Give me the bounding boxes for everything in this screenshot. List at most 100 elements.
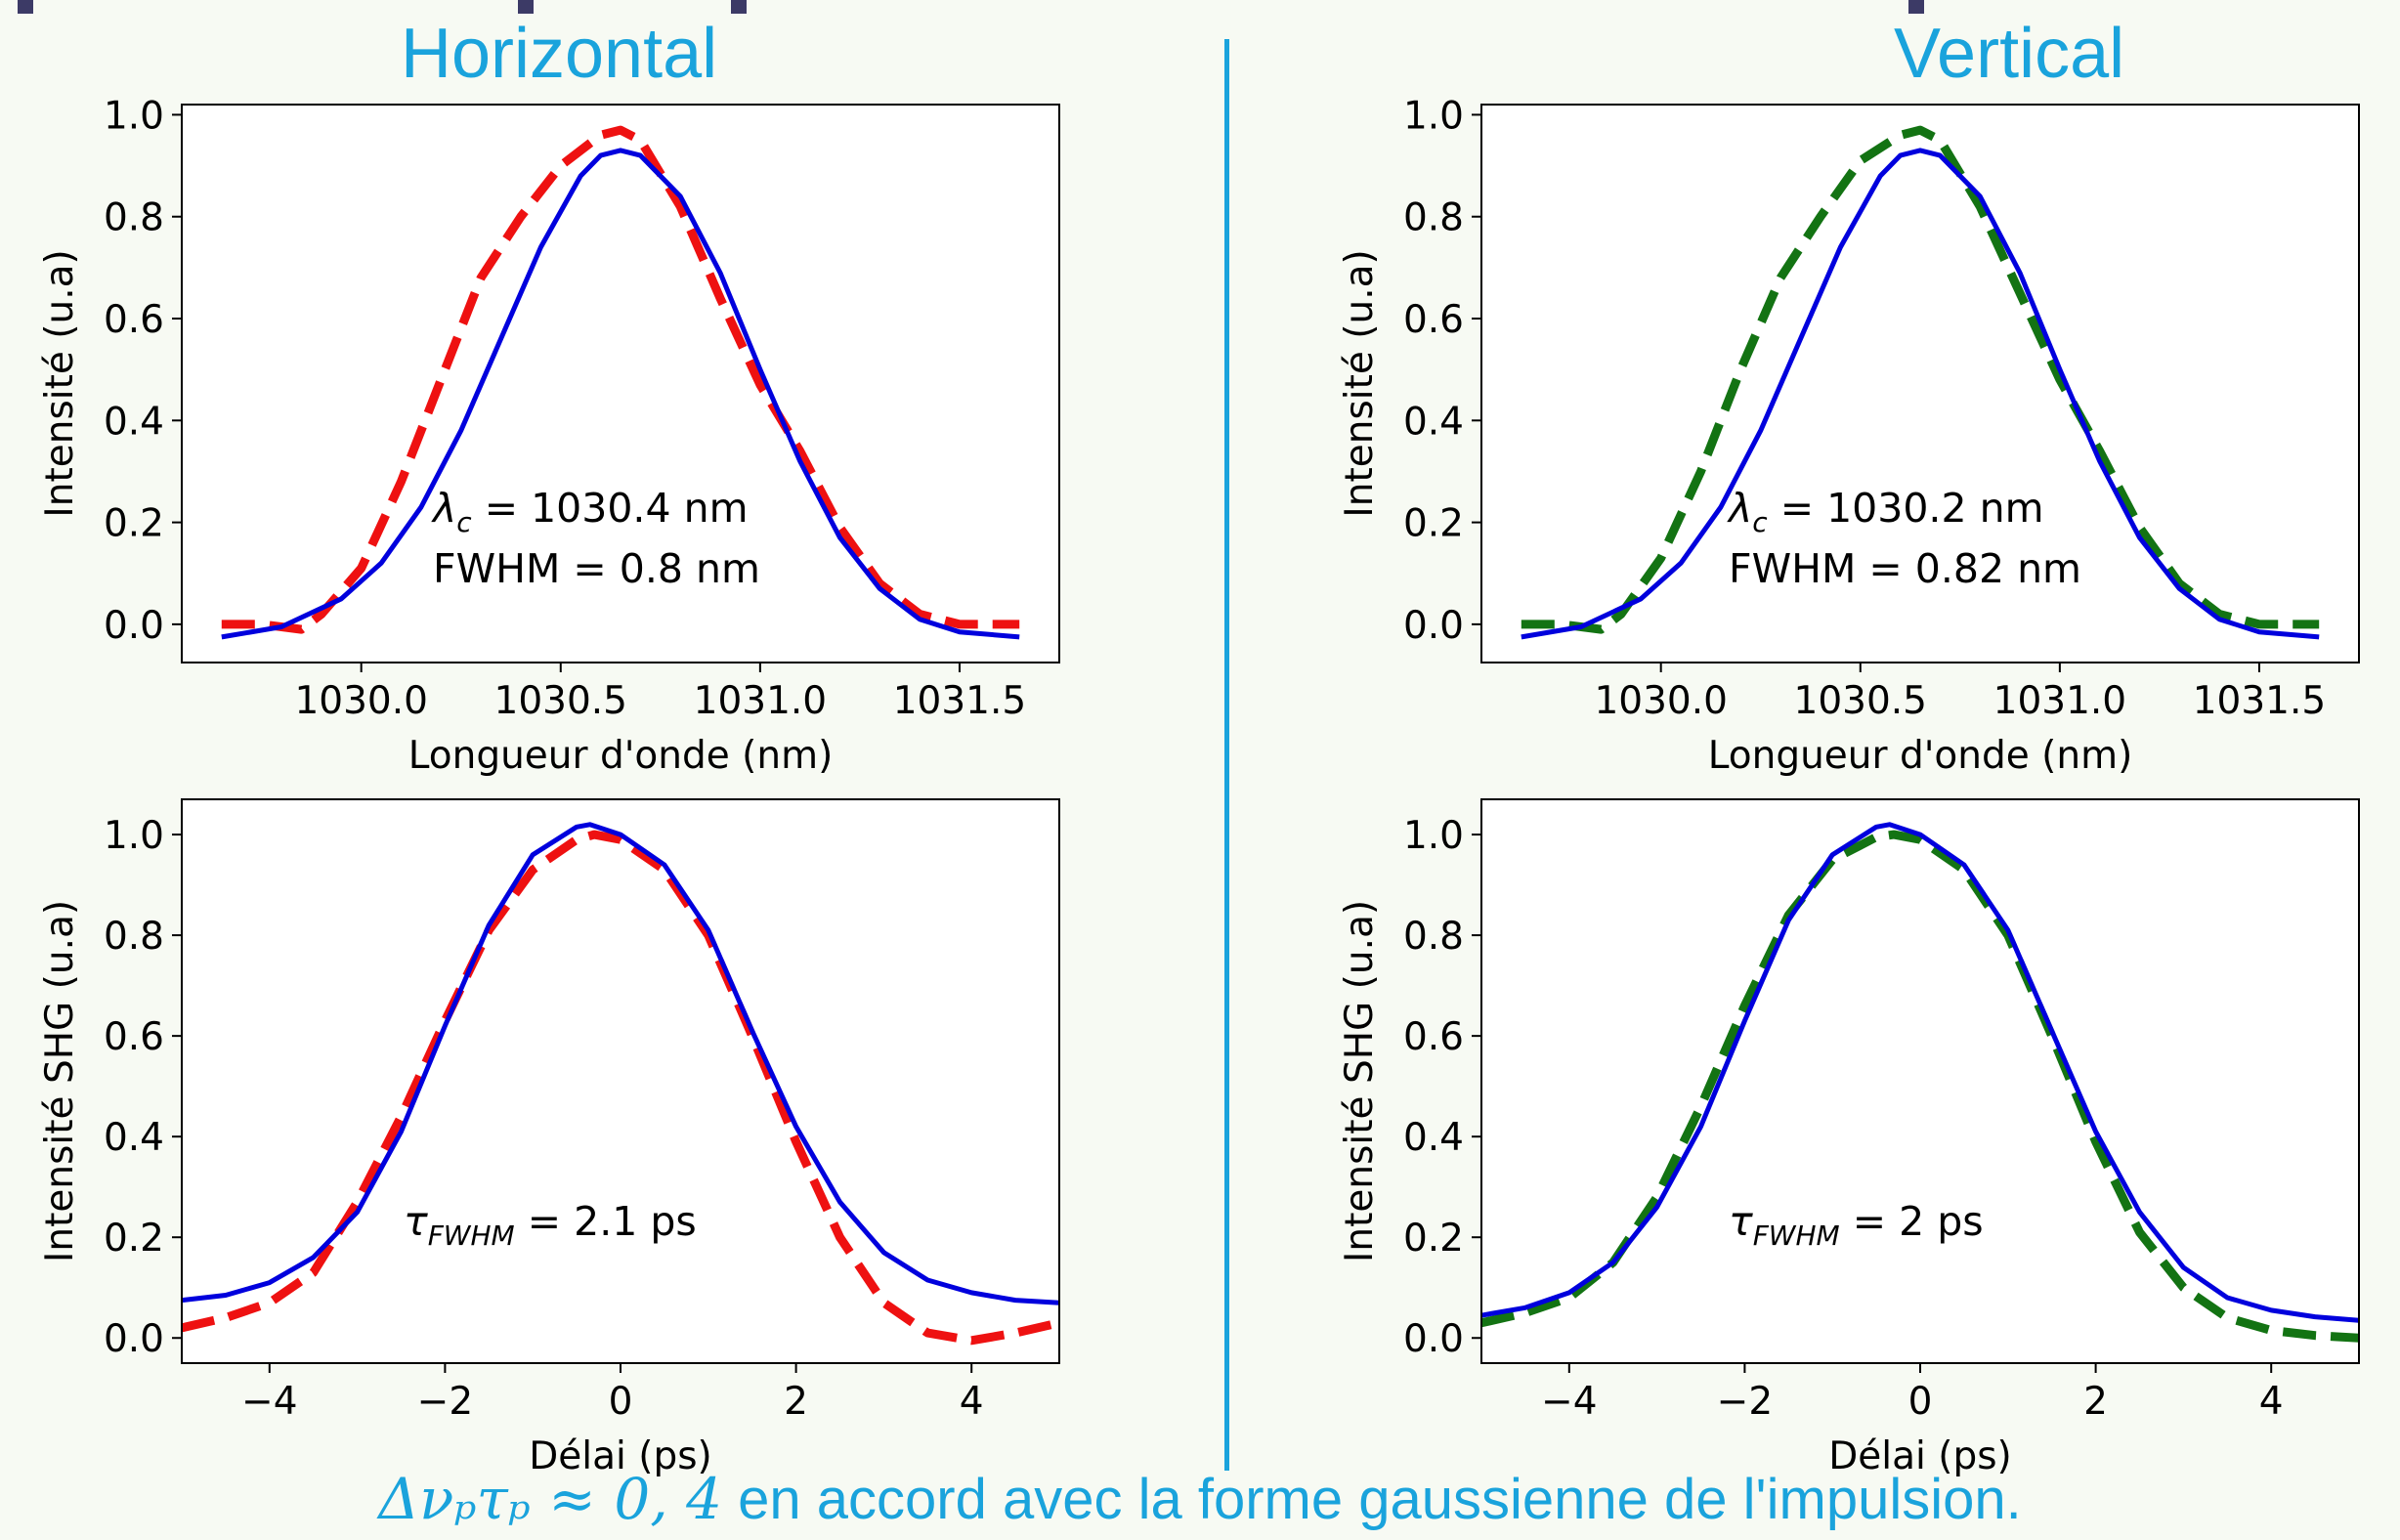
annotation: λc = 1030.4 nm <box>431 485 749 538</box>
annotation-subscript: FWHM <box>1753 1219 1840 1252</box>
y-axis-label: Intensité SHG (u.a) <box>38 900 82 1262</box>
plot-frame <box>1480 104 2360 663</box>
x-tick-label: 2 <box>784 1380 808 1424</box>
y-tick-label: 0.8 <box>1403 915 1464 959</box>
x-tick-label: 4 <box>960 1380 984 1424</box>
gaussian-fit-curve <box>182 822 1059 1305</box>
annotation: τFWHM = 2 ps <box>1729 1198 1984 1252</box>
title-horizontal: Horizontal <box>401 15 718 93</box>
annotation-subscript: c <box>1752 506 1768 538</box>
x-tick-label: 2 <box>2083 1380 2108 1424</box>
chart-spec-h: 1030.0 1030.5 1031.0 1031.5 0.0 0.2 0.4 0.6 0.8 1… <box>38 94 1060 778</box>
x-tick-label: 1030.5 <box>1794 679 1927 723</box>
title-vertical: Vertical <box>1894 15 2125 93</box>
plot-area <box>182 105 1059 663</box>
x-tick-label: 0 <box>609 1380 633 1424</box>
annotation-value: = 1030.2 nm <box>1768 485 2044 532</box>
y-tick-label: 1.0 <box>104 814 164 858</box>
panel-divider <box>1224 39 1229 1471</box>
gaussian-fit-curve <box>1481 822 2359 1323</box>
x-tick-label: 1030.0 <box>294 679 427 723</box>
plot-area <box>1481 105 2359 663</box>
annotation-value: = 2 ps <box>1840 1198 1984 1245</box>
x-axis-label: Longueur d'onde (nm) <box>1708 734 2133 778</box>
y-tick-label: 0.2 <box>1403 1217 1464 1261</box>
y-tick-label: 0.0 <box>104 1317 164 1361</box>
y-tick-label: 0.0 <box>104 604 164 648</box>
plot-lines <box>182 822 1059 1346</box>
x-tick-label: 1031.5 <box>2193 679 2326 723</box>
footer-math: Δνₚτₚ ≈ 0, 4 <box>378 1466 723 1532</box>
x-axis-label: Longueur d'onde (nm) <box>408 734 834 778</box>
y-tick-label: 0.6 <box>1403 298 1464 342</box>
conclusion-footer: Δνₚτₚ ≈ 0, 4 en accord avec la forme gau… <box>0 1466 2400 1532</box>
y-tick-label: 0.8 <box>1403 196 1464 240</box>
annotation-value: = 2.1 ps <box>515 1198 697 1245</box>
y-tick-label: 1.0 <box>1403 814 1464 858</box>
measured-curve <box>182 830 1059 1346</box>
y-tick-label: 0.4 <box>1403 1116 1464 1160</box>
gaussian-fit-curve <box>1521 148 2320 640</box>
y-tick-label: 0.6 <box>1403 1015 1464 1059</box>
y-tick-label: 0.2 <box>104 502 164 546</box>
x-tick-label: 1031.5 <box>893 679 1026 723</box>
annotation-subscript: FWHM <box>428 1219 515 1252</box>
x-tick-label: 1030.5 <box>494 679 627 723</box>
y-tick-label: 0.0 <box>1403 604 1464 648</box>
y-tick-label: 0.0 <box>1403 1317 1464 1361</box>
x-tick-label: −2 <box>417 1380 474 1424</box>
footer-text: en accord avec la forme gaussienne de l'… <box>722 1468 2022 1531</box>
gaussian-fit-curve <box>221 148 1020 640</box>
y-tick-label: 0.2 <box>1403 502 1464 546</box>
y-axis-label: Intensité (u.a) <box>38 249 82 518</box>
measured-curve <box>1481 830 2359 1343</box>
chart-ac-h: −4 −2 0 2 4 0.0 0.2 0.4 0.6 0.8 1.0 Délai (ps) Inten… <box>38 798 1060 1478</box>
y-tick-label: 0.6 <box>104 298 164 342</box>
annotation: FWHM = 0.82 nm <box>1729 545 2081 592</box>
y-tick-label: 0.2 <box>104 1217 164 1261</box>
header-decoration <box>731 0 747 14</box>
header-decoration <box>518 0 534 14</box>
plot-lines <box>221 125 1020 640</box>
y-tick-label: 1.0 <box>104 94 164 138</box>
y-tick-label: 0.6 <box>104 1015 164 1059</box>
y-tick-label: 0.8 <box>104 196 164 240</box>
x-tick-label: −4 <box>241 1380 298 1424</box>
y-tick-label: 0.4 <box>104 400 164 444</box>
header-decoration <box>18 0 33 14</box>
x-tick-label: 1030.0 <box>1594 679 1727 723</box>
y-axis-label: Intensité SHG (u.a) <box>1338 900 1382 1262</box>
annotation-symbol: τ <box>404 1198 428 1245</box>
annotation-symbol: λ <box>431 485 456 532</box>
x-axis-label: Délai (ps) <box>529 1434 712 1478</box>
measured-curve <box>221 125 1020 634</box>
x-tick-label: 1031.0 <box>1993 679 2126 723</box>
x-tick-label: 0 <box>1908 1380 1933 1424</box>
plot-frame <box>181 104 1060 663</box>
x-tick-label: −2 <box>1717 1380 1774 1424</box>
x-tick-label: −4 <box>1541 1380 1598 1424</box>
chart-ac-v: −4 −2 0 2 4 0.0 0.2 0.4 0.6 0.8 1.0 Délai (ps) Inten… <box>1338 798 2360 1478</box>
measured-curve <box>1521 125 2320 634</box>
y-tick-label: 1.0 <box>1403 94 1464 138</box>
x-tick-label: 1031.0 <box>694 679 827 723</box>
annotation: λc = 1030.2 nm <box>1727 485 2044 538</box>
header-decoration <box>1908 0 1924 14</box>
annotation: τFWHM = 2.1 ps <box>404 1198 697 1252</box>
annotation-symbol: λ <box>1727 485 1752 532</box>
annotation-symbol: τ <box>1729 1198 1753 1245</box>
y-tick-label: 0.8 <box>104 915 164 959</box>
annotation: FWHM = 0.8 nm <box>433 545 760 592</box>
plot-lines <box>1481 822 2359 1343</box>
x-tick-label: 4 <box>2259 1380 2284 1424</box>
y-tick-label: 0.4 <box>104 1116 164 1160</box>
plot-area <box>1481 799 2359 1363</box>
plot-lines <box>1521 125 2320 640</box>
y-tick-label: 0.4 <box>1403 400 1464 444</box>
y-axis-label: Intensité (u.a) <box>1338 249 1382 518</box>
annotation-subscript: c <box>456 506 472 538</box>
x-axis-label: Délai (ps) <box>1828 1434 2012 1478</box>
chart-spec-v: 1030.0 1030.5 1031.0 1031.5 0.0 0.2 0.4 0.6 0.8 1… <box>1338 94 2360 778</box>
annotation-value: = 1030.4 nm <box>472 485 749 532</box>
